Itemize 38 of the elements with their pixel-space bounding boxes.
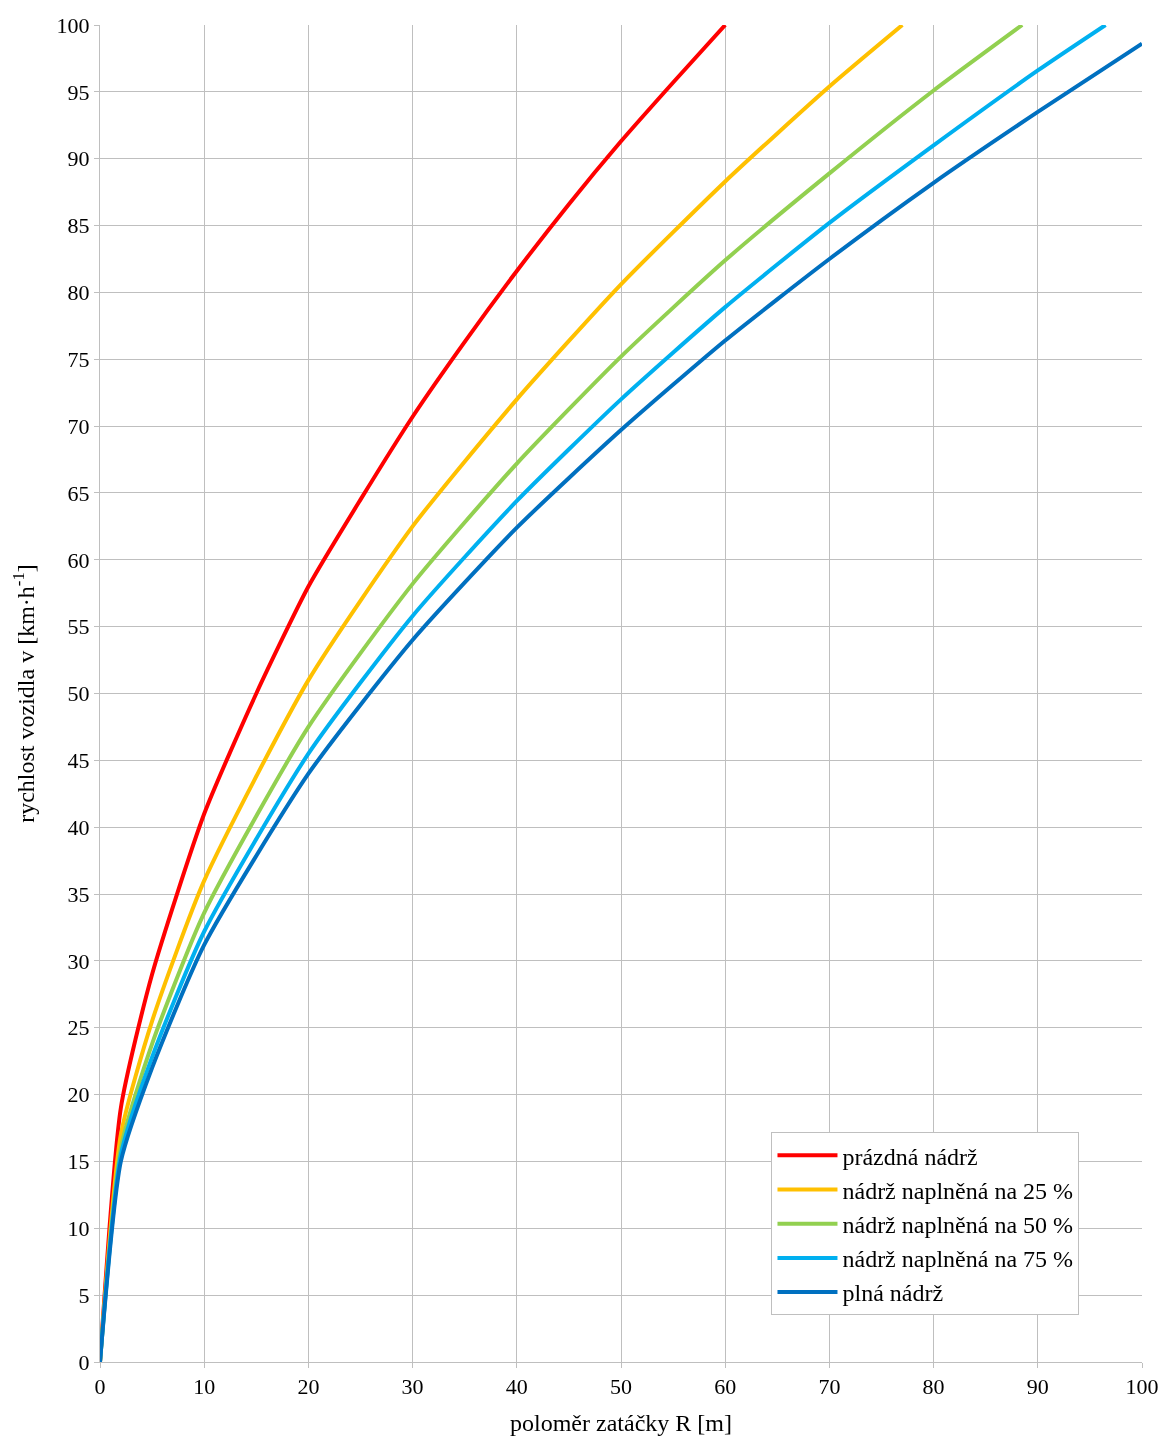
y-tick-label: 85: [67, 213, 90, 239]
y-tick-label: 70: [67, 413, 90, 439]
legend-label: nádrž naplněná na 25 %: [842, 1177, 1074, 1204]
x-tick-label: 20: [297, 1374, 320, 1400]
y-tick-label: 60: [67, 547, 90, 573]
y-tick-label: 0: [78, 1349, 90, 1375]
legend-label: plná nádrž: [842, 1280, 944, 1307]
x-tick-label: 60: [714, 1374, 737, 1400]
y-tick-label: 30: [67, 948, 90, 974]
x-tick-label: 10: [193, 1374, 216, 1400]
x-tick-label: 40: [505, 1374, 528, 1400]
y-tick-label: 95: [67, 79, 90, 105]
y-tick-label: 25: [67, 1015, 90, 1041]
y-tick-label: 20: [67, 1082, 90, 1108]
y-tick-label: 45: [67, 748, 90, 774]
y-tick-label: 40: [67, 814, 90, 840]
y-tick-label: 90: [67, 146, 90, 172]
y-tick-label: 50: [67, 681, 90, 707]
legend-label: prázdná nádrž: [842, 1143, 978, 1170]
x-tick-label: 100: [1125, 1374, 1159, 1400]
x-tick-label: 50: [610, 1374, 632, 1400]
legend-label: nádrž naplněná na 75 %: [842, 1246, 1074, 1273]
y-tick-label: 65: [67, 480, 90, 506]
x-tick-label: 90: [1026, 1374, 1049, 1400]
y-tick-label: 80: [67, 280, 90, 306]
y-tick-label: 75: [67, 346, 90, 372]
y-tick-label: 15: [67, 1149, 90, 1175]
x-tick-label: 80: [922, 1374, 945, 1400]
x-tick-label: 70: [818, 1374, 841, 1400]
x-axis-title: poloměr zatáčky R [m]: [510, 1409, 732, 1436]
legend-label: nádrž naplněná na 50 %: [842, 1212, 1074, 1239]
y-tick-label: 35: [67, 881, 90, 907]
x-tick-label: 0: [94, 1374, 106, 1400]
y-tick-label: 55: [67, 614, 90, 640]
y-tick-label: 100: [56, 12, 90, 38]
y-tick-label: 10: [67, 1216, 90, 1241]
x-tick-label: 30: [401, 1374, 424, 1400]
y-tick-label: 5: [78, 1282, 90, 1308]
